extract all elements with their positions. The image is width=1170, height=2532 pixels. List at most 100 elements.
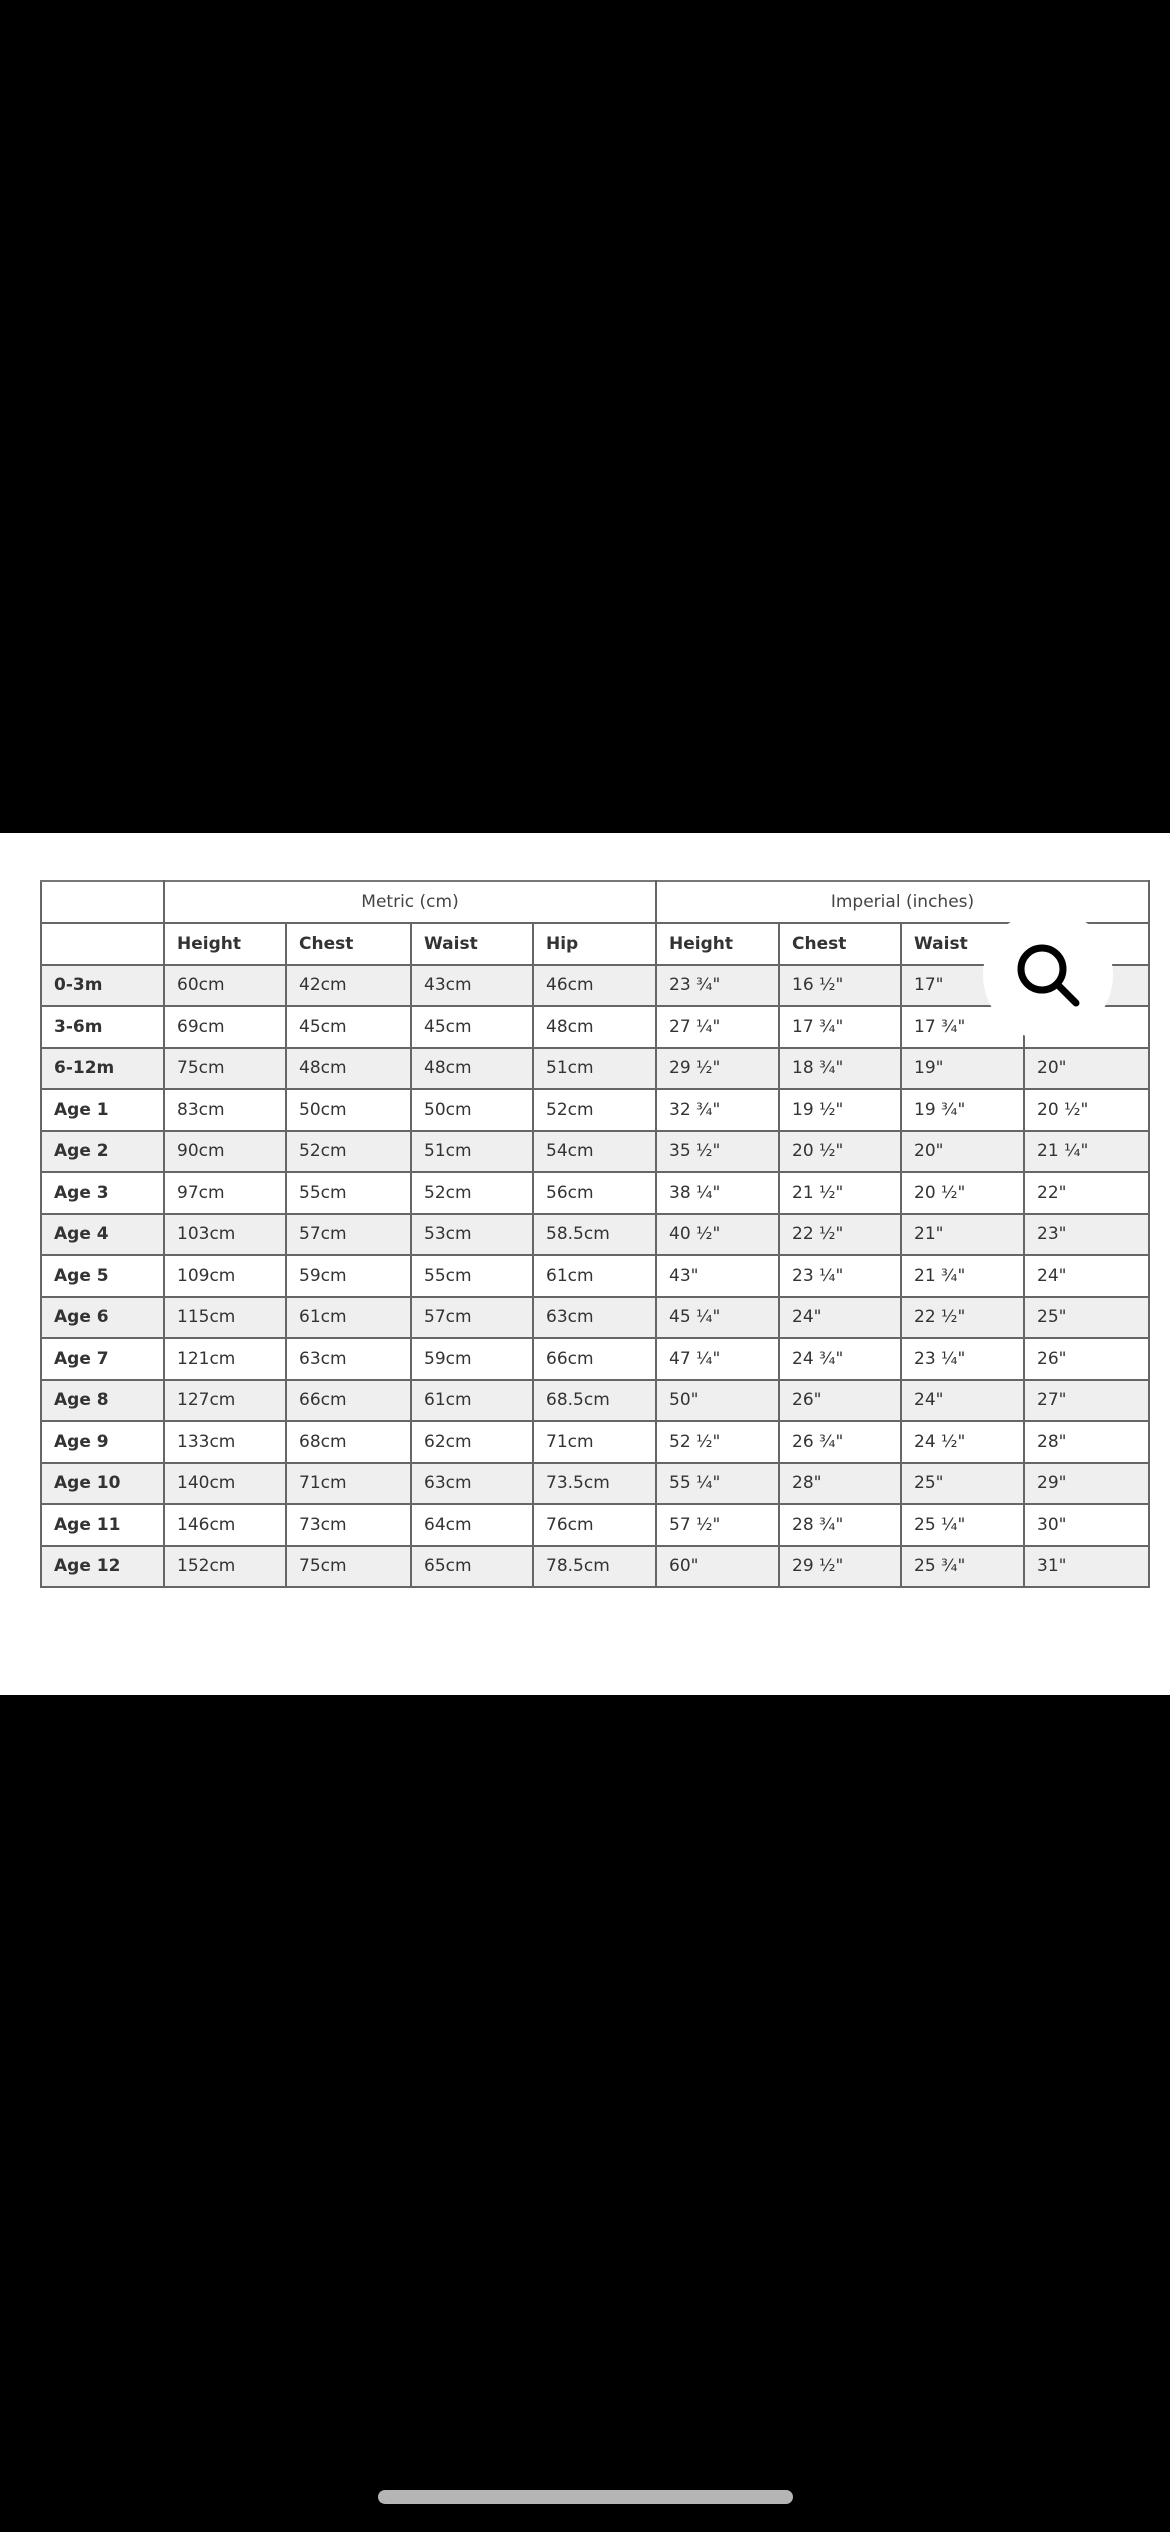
table-cell: 90cm bbox=[163, 1129, 287, 1173]
row-label: Age 3 bbox=[40, 1171, 165, 1215]
table-cell: 50cm bbox=[410, 1088, 534, 1132]
row-label: Age 12 bbox=[40, 1544, 165, 1588]
table-row: Age 10 140cm 71cm 63cm 73.5cm 55 ¼" 28" 25" 29" bbox=[40, 1461, 1150, 1505]
table-cell: 24" bbox=[778, 1295, 902, 1339]
group-header-row: Metric (cm) Imperial (inches) bbox=[40, 880, 1150, 924]
table-cell: 51cm bbox=[532, 1046, 657, 1090]
table-cell: 21 ¼" bbox=[1023, 1129, 1150, 1173]
table-cell: 152cm bbox=[163, 1544, 287, 1588]
table-cell: 24" bbox=[900, 1378, 1025, 1422]
table-row: Age 8 127cm 66cm 61cm 68.5cm 50" 26" 24" 27" bbox=[40, 1378, 1150, 1422]
table-cell: 46cm bbox=[532, 963, 657, 1007]
table-cell: 73cm bbox=[285, 1503, 412, 1547]
table-cell: 58.5cm bbox=[532, 1212, 657, 1256]
visual-search-button[interactable] bbox=[983, 910, 1113, 1040]
table-row: Age 1 83cm 50cm 50cm 52cm 32 ¾" 19 ½" 19 ¾" 20 ½… bbox=[40, 1088, 1150, 1132]
table-row: Age 5 109cm 59cm 55cm 61cm 43" 23 ¼" 21 ¾" 24" bbox=[40, 1254, 1150, 1298]
table-cell: 21" bbox=[900, 1212, 1025, 1256]
table-cell: 23 ¾" bbox=[655, 963, 780, 1007]
table-cell: 52cm bbox=[285, 1129, 412, 1173]
table-cell: 52cm bbox=[410, 1171, 534, 1215]
table-cell: 75cm bbox=[163, 1046, 287, 1090]
table-cell: 62cm bbox=[410, 1420, 534, 1464]
table-cell: 103cm bbox=[163, 1212, 287, 1256]
table-row: Age 4 103cm 57cm 53cm 58.5cm 40 ½" 22 ½" 21" 23" bbox=[40, 1212, 1150, 1256]
table-cell: 23 ¼" bbox=[778, 1254, 902, 1298]
table-cell: 35 ½" bbox=[655, 1129, 780, 1173]
table-row: Age 6 115cm 61cm 57cm 63cm 45 ¼" 24" 22 ½" 25" bbox=[40, 1295, 1150, 1339]
table-cell: 78.5cm bbox=[532, 1544, 657, 1588]
table-cell: 19 ½" bbox=[778, 1088, 902, 1132]
row-label: Age 6 bbox=[40, 1295, 165, 1339]
table-cell: 55cm bbox=[285, 1171, 412, 1215]
table-cell: 17 ¾" bbox=[778, 1005, 902, 1049]
table-cell: 48cm bbox=[532, 1005, 657, 1049]
table-cell: 21 ¾" bbox=[900, 1254, 1025, 1298]
table-cell: 43" bbox=[655, 1254, 780, 1298]
table-cell: 55 ¼" bbox=[655, 1461, 780, 1505]
row-label: Age 2 bbox=[40, 1129, 165, 1173]
table-cell: 22" bbox=[1023, 1171, 1150, 1215]
table-cell: 61cm bbox=[532, 1254, 657, 1298]
row-label: Age 11 bbox=[40, 1503, 165, 1547]
table-cell: 140cm bbox=[163, 1461, 287, 1505]
table-cell: 127cm bbox=[163, 1378, 287, 1422]
table-cell: 83cm bbox=[163, 1088, 287, 1132]
table-cell: 24 ¾" bbox=[778, 1337, 902, 1381]
table-row: Age 2 90cm 52cm 51cm 54cm 35 ½" 20 ½" 20" 21 ¼" bbox=[40, 1129, 1150, 1173]
table-cell: 22 ½" bbox=[778, 1212, 902, 1256]
table-cell: 109cm bbox=[163, 1254, 287, 1298]
row-label: 0-3m bbox=[40, 963, 165, 1007]
table-cell: 66cm bbox=[532, 1337, 657, 1381]
column-header: Height bbox=[163, 922, 287, 966]
table-cell: 54cm bbox=[532, 1129, 657, 1173]
table-cell: 59cm bbox=[410, 1337, 534, 1381]
table-cell: 45cm bbox=[285, 1005, 412, 1049]
table-cell: 20" bbox=[900, 1129, 1025, 1173]
table-cell: 19" bbox=[900, 1046, 1025, 1090]
table-cell: 26 ¾" bbox=[778, 1420, 902, 1464]
table-cell: 28 ¾" bbox=[778, 1503, 902, 1547]
table-row: Age 9 133cm 68cm 62cm 71cm 52 ½" 26 ¾" 24 ½" 28" bbox=[40, 1420, 1150, 1464]
magnifying-glass-icon bbox=[1017, 944, 1080, 1007]
table-cell: 25 ¼" bbox=[900, 1503, 1025, 1547]
table-cell: 20 ½" bbox=[900, 1171, 1025, 1215]
row-label: Age 8 bbox=[40, 1378, 165, 1422]
table-cell: 25" bbox=[900, 1461, 1025, 1505]
table-cell: 59cm bbox=[285, 1254, 412, 1298]
table-cell: 40 ½" bbox=[655, 1212, 780, 1256]
column-header: Chest bbox=[778, 922, 902, 966]
table-cell: 57cm bbox=[285, 1212, 412, 1256]
table-cell: 57 ½" bbox=[655, 1503, 780, 1547]
table-row: Age 12 152cm 75cm 65cm 78.5cm 60" 29 ½" 25 ¾" 31… bbox=[40, 1544, 1150, 1588]
home-indicator[interactable] bbox=[378, 2490, 793, 2504]
table-cell: 53cm bbox=[410, 1212, 534, 1256]
table-cell: 26" bbox=[778, 1378, 902, 1422]
table-cell: 48cm bbox=[410, 1046, 534, 1090]
row-label: Age 1 bbox=[40, 1088, 165, 1132]
table-cell: 48cm bbox=[285, 1046, 412, 1090]
table-cell: 20" bbox=[1023, 1046, 1150, 1090]
column-header-row: Height Chest Waist Hip Height Chest Waist bbox=[40, 922, 1150, 966]
table-cell: 29 ½" bbox=[778, 1544, 902, 1588]
table-cell: 50cm bbox=[285, 1088, 412, 1132]
table-cell: 71cm bbox=[532, 1420, 657, 1464]
table-cell: 25 ¾" bbox=[900, 1544, 1025, 1588]
table-row: 3-6m 69cm 45cm 45cm 48cm 27 ¼" 17 ¾" 17 ¾" bbox=[40, 1005, 1150, 1049]
table-cell: 45cm bbox=[410, 1005, 534, 1049]
table-cell: 20 ½" bbox=[1023, 1088, 1150, 1132]
table-cell: 23" bbox=[1023, 1212, 1150, 1256]
table-cell: 27 ¼" bbox=[655, 1005, 780, 1049]
table-cell: 69cm bbox=[163, 1005, 287, 1049]
table-cell: 23 ¼" bbox=[900, 1337, 1025, 1381]
row-label: Age 7 bbox=[40, 1337, 165, 1381]
table-cell: 146cm bbox=[163, 1503, 287, 1547]
column-header: Height bbox=[655, 922, 780, 966]
table-row: Age 11 146cm 73cm 64cm 76cm 57 ½" 28 ¾" 25 ¼" 30… bbox=[40, 1503, 1150, 1547]
column-header: Waist bbox=[410, 922, 534, 966]
row-label: Age 4 bbox=[40, 1212, 165, 1256]
table-cell: 68.5cm bbox=[532, 1378, 657, 1422]
table-cell: 75cm bbox=[285, 1544, 412, 1588]
table-cell: 63cm bbox=[285, 1337, 412, 1381]
table-cell: 64cm bbox=[410, 1503, 534, 1547]
